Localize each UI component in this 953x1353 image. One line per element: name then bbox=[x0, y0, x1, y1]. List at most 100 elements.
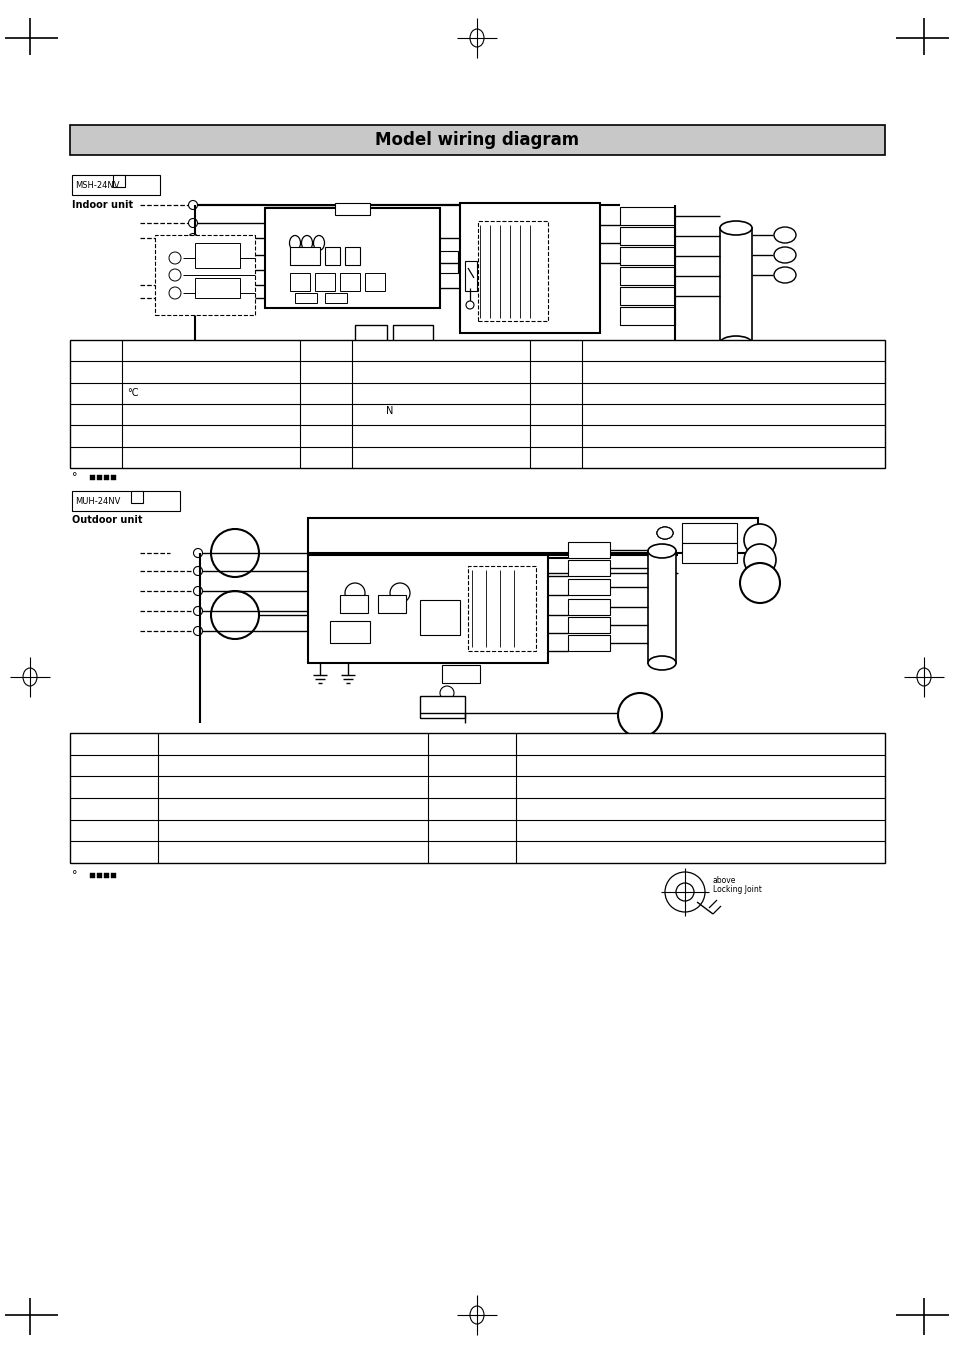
Circle shape bbox=[618, 693, 661, 737]
Bar bbox=[70, 733, 884, 863]
Bar bbox=[71, 491, 180, 511]
Ellipse shape bbox=[647, 656, 676, 670]
Bar bbox=[294, 294, 316, 303]
Text: MUH-24NV: MUH-24NV bbox=[75, 497, 120, 506]
Bar bbox=[325, 294, 347, 303]
Bar bbox=[619, 248, 675, 265]
Bar bbox=[647, 551, 676, 663]
Circle shape bbox=[211, 591, 258, 639]
Bar bbox=[112, 175, 125, 187]
Circle shape bbox=[189, 280, 197, 290]
Bar bbox=[111, 873, 116, 878]
Circle shape bbox=[169, 287, 181, 299]
Ellipse shape bbox=[773, 227, 795, 244]
Bar bbox=[681, 543, 737, 563]
Bar bbox=[419, 695, 464, 718]
Bar bbox=[339, 595, 368, 613]
Bar bbox=[567, 543, 609, 557]
Ellipse shape bbox=[647, 544, 676, 557]
Bar bbox=[104, 873, 109, 878]
Bar bbox=[441, 666, 479, 683]
Bar bbox=[104, 475, 109, 480]
Bar bbox=[90, 873, 95, 878]
Bar bbox=[70, 124, 884, 156]
Circle shape bbox=[189, 234, 197, 242]
Bar bbox=[308, 555, 547, 663]
Bar bbox=[71, 175, 160, 195]
Circle shape bbox=[193, 586, 202, 595]
Text: °: ° bbox=[71, 870, 77, 879]
Bar bbox=[619, 307, 675, 325]
Bar bbox=[365, 273, 385, 291]
Bar bbox=[468, 566, 536, 651]
Ellipse shape bbox=[23, 668, 37, 686]
Circle shape bbox=[193, 567, 202, 575]
Circle shape bbox=[676, 884, 693, 901]
Bar bbox=[97, 873, 102, 878]
Circle shape bbox=[211, 529, 258, 576]
Circle shape bbox=[189, 294, 197, 303]
Ellipse shape bbox=[301, 235, 313, 250]
Circle shape bbox=[664, 871, 704, 912]
Circle shape bbox=[390, 583, 410, 603]
Circle shape bbox=[465, 300, 474, 308]
Bar bbox=[619, 227, 675, 245]
Bar bbox=[567, 579, 609, 595]
Bar bbox=[393, 325, 433, 353]
Bar bbox=[355, 325, 387, 353]
Text: MSH-24NV: MSH-24NV bbox=[75, 180, 119, 189]
Bar bbox=[377, 595, 406, 613]
Circle shape bbox=[743, 544, 775, 576]
Ellipse shape bbox=[916, 668, 930, 686]
Bar bbox=[308, 518, 758, 553]
Circle shape bbox=[189, 218, 197, 227]
Ellipse shape bbox=[773, 248, 795, 262]
Bar bbox=[314, 273, 335, 291]
Circle shape bbox=[345, 583, 365, 603]
Ellipse shape bbox=[314, 235, 324, 250]
Bar bbox=[567, 635, 609, 651]
Text: °: ° bbox=[71, 472, 77, 482]
Text: Locking Joint: Locking Joint bbox=[712, 885, 761, 893]
Ellipse shape bbox=[657, 528, 672, 538]
Bar bbox=[154, 235, 254, 315]
Bar bbox=[194, 244, 240, 268]
Bar bbox=[464, 261, 476, 291]
Ellipse shape bbox=[657, 528, 672, 538]
Bar bbox=[720, 229, 751, 344]
Text: °C: °C bbox=[127, 388, 138, 398]
Bar bbox=[339, 356, 399, 398]
Ellipse shape bbox=[657, 528, 672, 538]
Text: above: above bbox=[712, 875, 736, 885]
Circle shape bbox=[193, 548, 202, 557]
Circle shape bbox=[740, 563, 780, 603]
Text: N: N bbox=[386, 406, 394, 415]
Bar bbox=[330, 621, 370, 643]
Bar bbox=[335, 203, 370, 215]
Circle shape bbox=[169, 269, 181, 281]
Ellipse shape bbox=[289, 235, 300, 250]
Circle shape bbox=[439, 686, 454, 700]
Circle shape bbox=[193, 626, 202, 636]
Bar bbox=[194, 277, 240, 298]
Bar bbox=[90, 475, 95, 480]
Bar bbox=[131, 491, 143, 503]
Ellipse shape bbox=[470, 1306, 483, 1325]
Bar bbox=[70, 340, 884, 468]
Bar bbox=[619, 287, 675, 304]
Bar bbox=[111, 475, 116, 480]
Bar bbox=[290, 273, 310, 291]
Ellipse shape bbox=[720, 221, 751, 235]
Circle shape bbox=[193, 606, 202, 616]
Bar bbox=[339, 273, 359, 291]
Ellipse shape bbox=[470, 28, 483, 47]
Text: Indoor unit: Indoor unit bbox=[71, 200, 133, 210]
Bar bbox=[619, 267, 675, 285]
Circle shape bbox=[743, 524, 775, 556]
Text: Outdoor unit: Outdoor unit bbox=[71, 515, 142, 525]
Bar bbox=[419, 599, 459, 635]
Bar bbox=[290, 248, 319, 265]
Text: Model wiring diagram: Model wiring diagram bbox=[375, 131, 579, 149]
Bar bbox=[368, 426, 417, 448]
Ellipse shape bbox=[773, 267, 795, 283]
